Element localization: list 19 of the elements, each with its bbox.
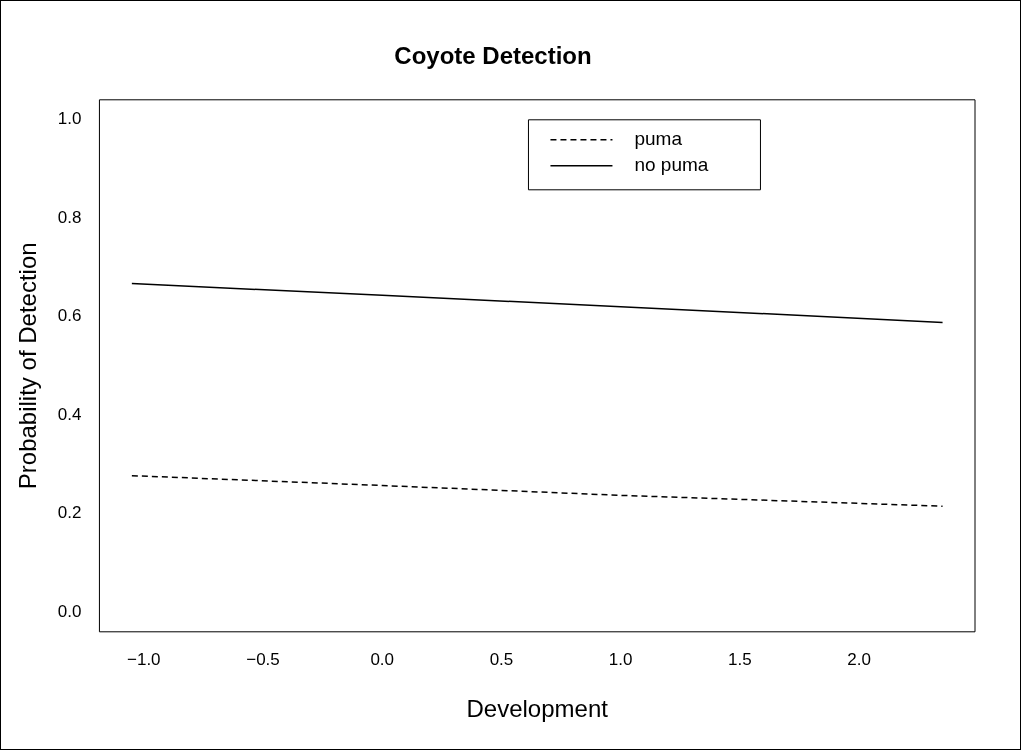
x-tick-label: −0.5 (246, 649, 280, 669)
x-tick-label: 0.0 (370, 649, 395, 669)
x-tick-label: 1.0 (608, 649, 633, 669)
y-tick-label: 0.6 (57, 306, 82, 326)
y-tick-label: 0.2 (57, 503, 82, 523)
y-tick-label: 0.0 (57, 601, 82, 621)
x-tick-label: 2.0 (847, 649, 871, 669)
x-tick-label: −1.0 (127, 649, 161, 669)
legend-label: no puma (634, 154, 709, 176)
x-tick-label: 1.5 (728, 649, 752, 669)
y-tick-label: 0.4 (57, 404, 82, 424)
y-tick-label: 0.8 (57, 207, 82, 227)
y-tick-label: 1.0 (57, 109, 82, 129)
legend-label: puma (634, 128, 683, 150)
chart-title: Coyote Detection (394, 42, 592, 70)
x-tick-label: 0.5 (489, 649, 514, 669)
x-axis-title: Development (466, 695, 609, 723)
line-series (131, 474, 944, 507)
y-axis-title: Probability of Detection (14, 242, 42, 490)
